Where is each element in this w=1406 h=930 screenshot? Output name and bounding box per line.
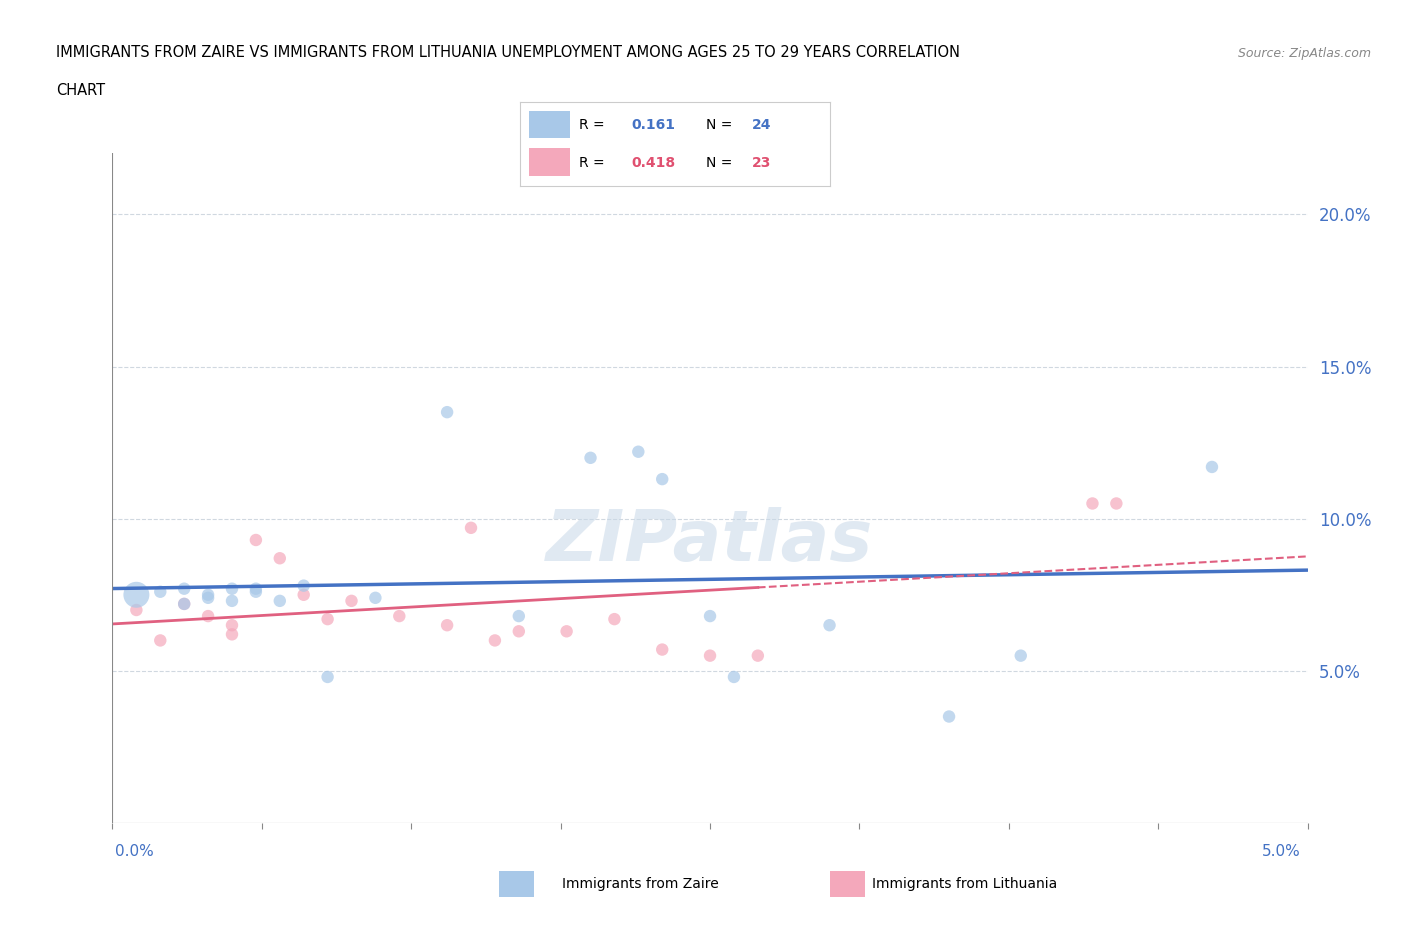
Point [818, 618, 841, 632]
Point [197, 608, 219, 623]
Point [651, 472, 673, 486]
Point [125, 603, 148, 618]
Text: N =: N = [706, 118, 737, 132]
Text: Immigrants from Lithuania: Immigrants from Lithuania [872, 876, 1057, 891]
Point [627, 445, 650, 459]
Point [269, 593, 291, 608]
Point [508, 608, 530, 623]
Point [221, 627, 243, 642]
Point [149, 633, 172, 648]
Point [149, 584, 172, 599]
Text: R =: R = [579, 118, 609, 132]
Point [1081, 496, 1104, 511]
Point [1201, 459, 1223, 474]
Point [245, 533, 267, 548]
Point [1105, 496, 1128, 511]
Bar [530, 111, 569, 139]
Text: IMMIGRANTS FROM ZAIRE VS IMMIGRANTS FROM LITHUANIA UNEMPLOYMENT AMONG AGES 25 TO: IMMIGRANTS FROM ZAIRE VS IMMIGRANTS FROM… [56, 46, 960, 60]
Text: Immigrants from Zaire: Immigrants from Zaire [562, 876, 718, 891]
Text: 5.0%: 5.0% [1261, 844, 1301, 859]
Text: ZIPatlas: ZIPatlas [547, 508, 873, 577]
Point [603, 612, 626, 627]
Point [460, 521, 482, 536]
Point [292, 588, 315, 603]
Point [197, 588, 219, 603]
Text: R =: R = [579, 155, 609, 169]
Text: Source: ZipAtlas.com: Source: ZipAtlas.com [1237, 47, 1371, 60]
Point [245, 584, 267, 599]
Point [221, 581, 243, 596]
Text: 23: 23 [752, 155, 772, 169]
Point [436, 405, 458, 419]
Point [364, 591, 387, 605]
Bar [530, 149, 569, 176]
Point [747, 648, 769, 663]
Point [340, 593, 363, 608]
Point [269, 551, 291, 565]
Point [1010, 648, 1032, 663]
Point [221, 618, 243, 632]
Text: 24: 24 [752, 118, 772, 132]
Point [388, 608, 411, 623]
Point [699, 608, 721, 623]
Text: 0.0%: 0.0% [115, 844, 155, 859]
Point [579, 450, 602, 465]
Point [938, 709, 960, 724]
Text: 0.418: 0.418 [631, 155, 676, 169]
Point [292, 578, 315, 593]
Point [508, 624, 530, 639]
Point [316, 670, 339, 684]
Point [484, 633, 506, 648]
Point [555, 624, 578, 639]
Point [245, 581, 267, 596]
Text: N =: N = [706, 155, 737, 169]
Point [651, 642, 673, 657]
Point [197, 591, 219, 605]
Text: 0.161: 0.161 [631, 118, 675, 132]
Text: CHART: CHART [56, 83, 105, 98]
Point [173, 581, 195, 596]
Point [316, 612, 339, 627]
Point [723, 670, 745, 684]
Point [173, 596, 195, 611]
Point [221, 593, 243, 608]
Point [125, 588, 148, 603]
Point [436, 618, 458, 632]
Point [699, 648, 721, 663]
Point [173, 596, 195, 611]
